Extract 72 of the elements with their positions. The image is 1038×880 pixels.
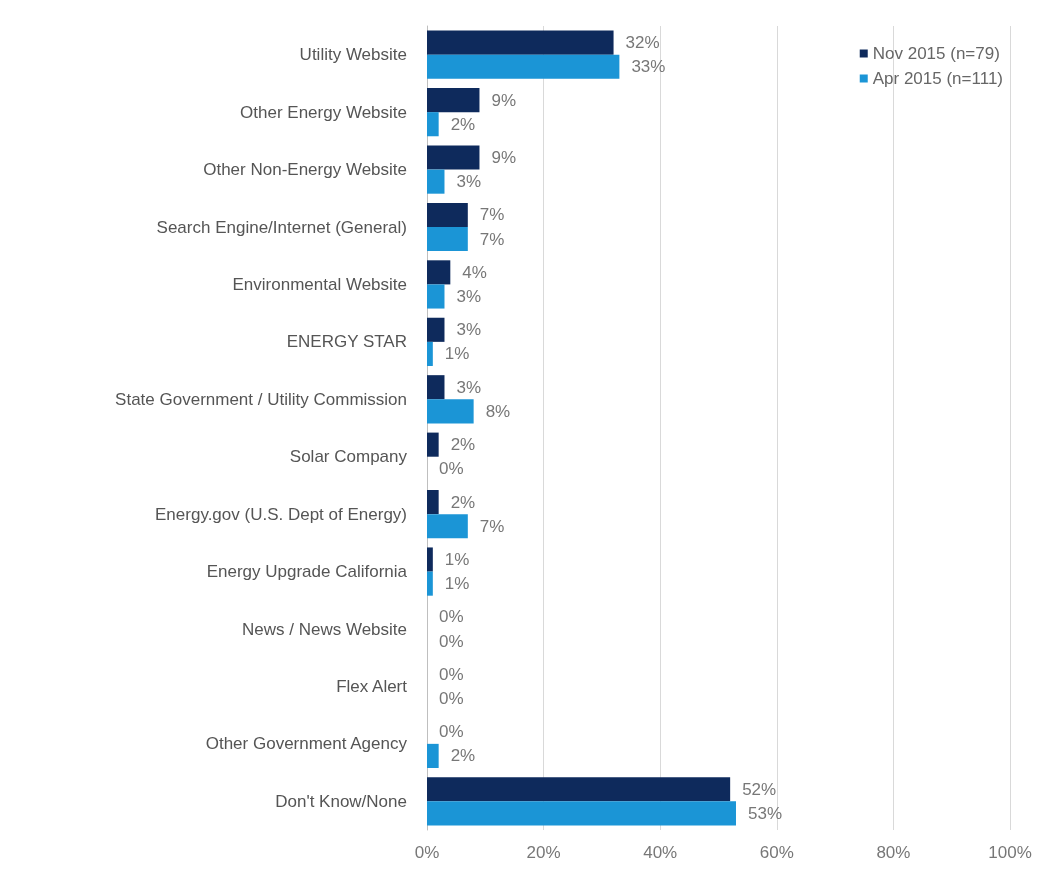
data-label: 0% xyxy=(439,459,464,479)
bar xyxy=(427,260,451,285)
bar xyxy=(427,30,614,55)
data-label: 1% xyxy=(444,550,470,570)
bar xyxy=(427,375,445,400)
data-label: 7% xyxy=(479,516,505,536)
data-label: 7% xyxy=(479,205,505,225)
bar xyxy=(427,112,439,137)
bar xyxy=(427,571,433,596)
bar xyxy=(427,341,433,366)
data-label: 9% xyxy=(491,148,517,168)
legend-label: Nov 2015 (n=79) xyxy=(872,44,1000,63)
data-label: 2% xyxy=(450,114,476,134)
bar xyxy=(427,145,480,170)
data-label: 1% xyxy=(444,344,470,364)
data-label: 3% xyxy=(456,172,482,192)
data-label: 2% xyxy=(450,492,476,512)
y-tick-label: Other Non-Energy Website xyxy=(203,160,407,180)
y-tick-label: Environmental Website xyxy=(232,274,407,294)
y-tick-label: Energy.gov (U.S. Dept of Energy) xyxy=(155,504,407,524)
data-label: 3% xyxy=(456,320,482,340)
y-tick-label: ENERGY STAR xyxy=(286,332,407,352)
y-tick-label: Search Engine/Internet (General) xyxy=(156,217,407,237)
bar xyxy=(427,399,474,424)
data-label: 0% xyxy=(439,722,464,742)
data-label: 2% xyxy=(450,435,476,455)
data-label: 1% xyxy=(444,574,470,594)
data-label: 0% xyxy=(439,688,464,708)
bar xyxy=(427,514,468,539)
x-tick-label: 20% xyxy=(526,843,561,862)
bar xyxy=(427,317,445,342)
y-tick-label: Other Energy Website xyxy=(240,102,407,122)
x-tick-label: 0% xyxy=(414,843,440,862)
x-tick-label: 100% xyxy=(988,843,1032,862)
bar xyxy=(427,490,439,515)
data-label: 32% xyxy=(625,33,660,53)
y-tick-label: State Government / Utility Commission xyxy=(115,389,407,409)
bar xyxy=(427,777,731,802)
data-label: 4% xyxy=(462,262,487,282)
y-tick-label: Other Government Agency xyxy=(205,734,408,754)
legend-label: Apr 2015 (n=111) xyxy=(872,69,1003,88)
data-label: 53% xyxy=(747,803,783,823)
data-label: 0% xyxy=(439,631,464,651)
x-tick-label: 60% xyxy=(759,843,794,862)
y-tick-label: Don't Know/None xyxy=(275,791,407,811)
bar xyxy=(427,227,468,252)
y-tick-label: News / News Website xyxy=(241,619,407,639)
data-label: 8% xyxy=(485,401,511,421)
data-label: 0% xyxy=(439,664,464,684)
y-tick-label: Utility Website xyxy=(299,45,407,65)
bar xyxy=(427,547,433,572)
bar xyxy=(427,432,439,457)
data-label: 7% xyxy=(479,229,505,249)
bar xyxy=(427,743,439,768)
x-tick-label: 80% xyxy=(876,843,911,862)
data-label: 52% xyxy=(742,779,777,799)
bar xyxy=(427,88,480,113)
data-label: 33% xyxy=(631,57,666,77)
bar xyxy=(427,801,736,826)
x-tick-label: 40% xyxy=(643,843,678,862)
bar xyxy=(427,169,445,194)
y-tick-label: Solar Company xyxy=(289,447,408,467)
data-label: 3% xyxy=(456,286,482,306)
bar xyxy=(427,284,445,309)
y-tick-label: Flex Alert xyxy=(336,676,408,696)
bar xyxy=(427,54,620,79)
data-label: 2% xyxy=(450,746,476,766)
data-label: 0% xyxy=(439,607,464,627)
data-label: 3% xyxy=(456,377,482,397)
y-tick-label: Energy Upgrade California xyxy=(206,562,408,582)
data-label: 9% xyxy=(491,90,517,110)
bar xyxy=(427,202,468,227)
